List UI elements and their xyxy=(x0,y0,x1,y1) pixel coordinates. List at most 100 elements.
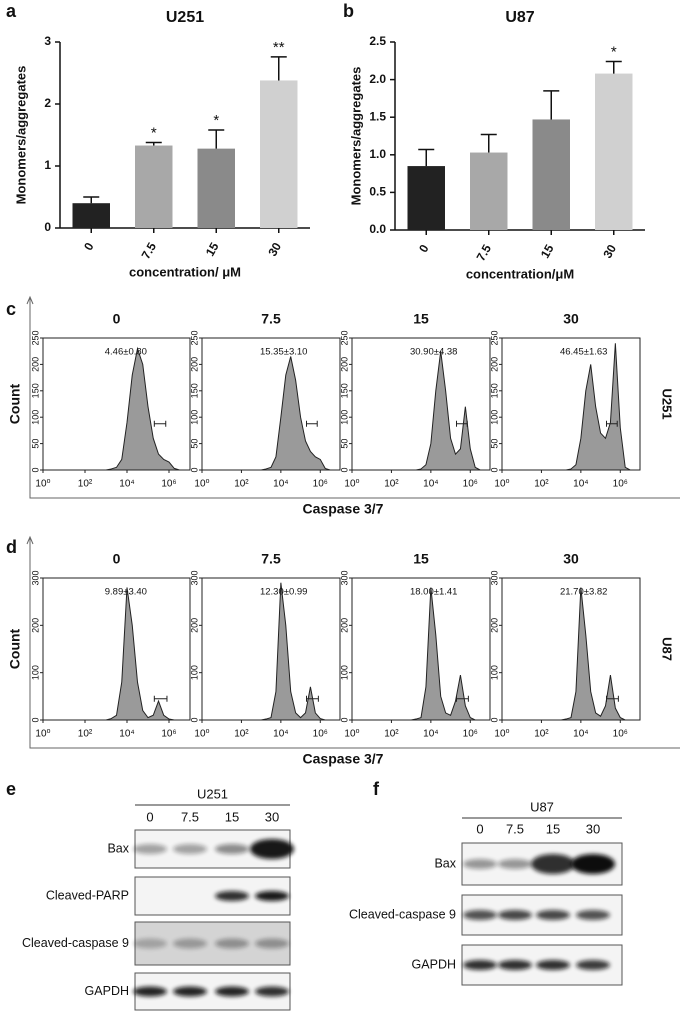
y-tick-label: 300 xyxy=(189,570,199,585)
row-label: Cleaved-PARP xyxy=(46,888,129,902)
y-tick-label: 300 xyxy=(339,570,349,585)
bar xyxy=(470,152,508,230)
x-tick-label: 10⁴ xyxy=(273,479,288,490)
y-tick-label: 0 xyxy=(189,467,199,472)
x-tick-label: 15 xyxy=(538,242,557,261)
blot-band xyxy=(498,960,532,970)
lane-label: 7.5 xyxy=(506,821,524,836)
lane-label: 0 xyxy=(476,821,483,836)
y-tick-label: 1.0 xyxy=(369,147,386,161)
lane-label: 30 xyxy=(586,821,600,836)
blot-band xyxy=(536,960,570,970)
panel-title: 7.5 xyxy=(261,551,281,567)
histogram-area xyxy=(105,587,180,721)
y-tick-label: 0 xyxy=(489,717,499,722)
x-tick-label: 10² xyxy=(78,729,93,740)
y-tick-label: 100 xyxy=(189,410,199,425)
blot-band xyxy=(255,986,289,997)
x-tick-label: 10⁴ xyxy=(573,479,588,490)
y-tick-label: 3 xyxy=(44,34,51,48)
blot-band xyxy=(463,859,497,869)
cell-line-label: U251 xyxy=(660,388,675,419)
y-tick-label: 200 xyxy=(489,618,499,633)
histogram-area xyxy=(261,582,331,721)
error-bar xyxy=(270,56,287,81)
y-axis-label: Count xyxy=(7,383,23,424)
lane-label: 15 xyxy=(546,821,560,836)
x-tick-label: 10⁰ xyxy=(35,729,50,740)
y-tick-label: 100 xyxy=(489,410,499,425)
blot-band xyxy=(250,839,294,859)
y-tick-label: 0 xyxy=(30,717,40,722)
gate xyxy=(153,695,168,702)
blot-band xyxy=(215,891,249,901)
x-tick-label: 15 xyxy=(203,240,222,259)
histogram-area xyxy=(411,351,481,471)
gate xyxy=(456,695,469,702)
panel-letter: c xyxy=(6,299,16,319)
x-tick-label: 10⁰ xyxy=(35,479,50,490)
bar xyxy=(260,80,298,228)
y-tick-label: 50 xyxy=(189,439,199,449)
histogram-area xyxy=(261,356,331,471)
y-axis-label: Monomers/aggregates xyxy=(348,67,363,206)
y-tick-label: 100 xyxy=(339,665,349,680)
y-tick-label: 150 xyxy=(489,383,499,398)
y-tick-label: 300 xyxy=(30,570,40,585)
y-tick-label: 0 xyxy=(189,717,199,722)
x-tick-label: 10⁶ xyxy=(463,729,478,740)
x-tick-label: 10⁶ xyxy=(613,479,628,490)
panel-title: 15 xyxy=(413,551,429,567)
x-tick-label: 10⁰ xyxy=(194,729,209,740)
significance: * xyxy=(611,44,617,61)
y-axis-label: Count xyxy=(7,628,23,669)
row-label: Cleaved-caspase 9 xyxy=(349,907,456,921)
chart-title: U251 xyxy=(166,9,204,26)
gate-annotation: 4.46±0.80 xyxy=(105,347,147,358)
x-tick-label: 10⁴ xyxy=(119,729,134,740)
gate-annotation: 9.89±3.40 xyxy=(105,587,147,598)
blot-band xyxy=(133,938,167,949)
y-tick-label: 250 xyxy=(339,330,349,345)
error-bar xyxy=(208,129,225,149)
y-tick-label: 0 xyxy=(339,717,349,722)
error-bar xyxy=(418,148,435,167)
gate-annotation: 12.30±0.99 xyxy=(260,587,307,598)
blot-band xyxy=(133,844,167,854)
y-tick-label: 50 xyxy=(30,439,40,449)
outer-axes xyxy=(26,535,680,749)
x-tick-label: 10⁰ xyxy=(194,479,209,490)
x-tick-label: 10⁰ xyxy=(494,729,509,740)
gate xyxy=(606,420,618,427)
gate xyxy=(456,420,468,427)
cell-line-label: U87 xyxy=(530,799,554,814)
error-bar xyxy=(480,133,497,153)
x-tick-label: 10² xyxy=(384,479,399,490)
histogram-area xyxy=(561,343,631,471)
y-tick-label: 200 xyxy=(489,357,499,372)
panel-title: 7.5 xyxy=(261,311,281,327)
error-bar xyxy=(605,60,622,74)
x-tick-label: 30 xyxy=(600,242,619,261)
blot-band xyxy=(215,986,249,997)
lane-label: 7.5 xyxy=(181,809,199,824)
bar xyxy=(532,119,570,230)
row-label: Cleaved-caspase 9 xyxy=(22,936,129,950)
y-tick-label: 0.0 xyxy=(369,222,386,236)
error-bar xyxy=(145,141,162,146)
y-tick-label: 50 xyxy=(489,439,499,449)
bar xyxy=(135,145,173,228)
panel-letter: a xyxy=(6,1,17,21)
blot-band xyxy=(576,960,610,970)
gate-annotation: 21.70±3.82 xyxy=(560,587,607,598)
y-tick-label: 2 xyxy=(44,96,51,110)
x-tick-label: 10² xyxy=(534,479,549,490)
y-tick-label: 100 xyxy=(30,665,40,680)
x-tick-label: 10⁴ xyxy=(573,729,588,740)
lane-label: 30 xyxy=(265,809,279,824)
blot-band xyxy=(463,960,497,970)
gate-annotation: 18.00±1.41 xyxy=(410,587,457,598)
y-tick-label: 150 xyxy=(189,383,199,398)
gate xyxy=(306,695,319,702)
